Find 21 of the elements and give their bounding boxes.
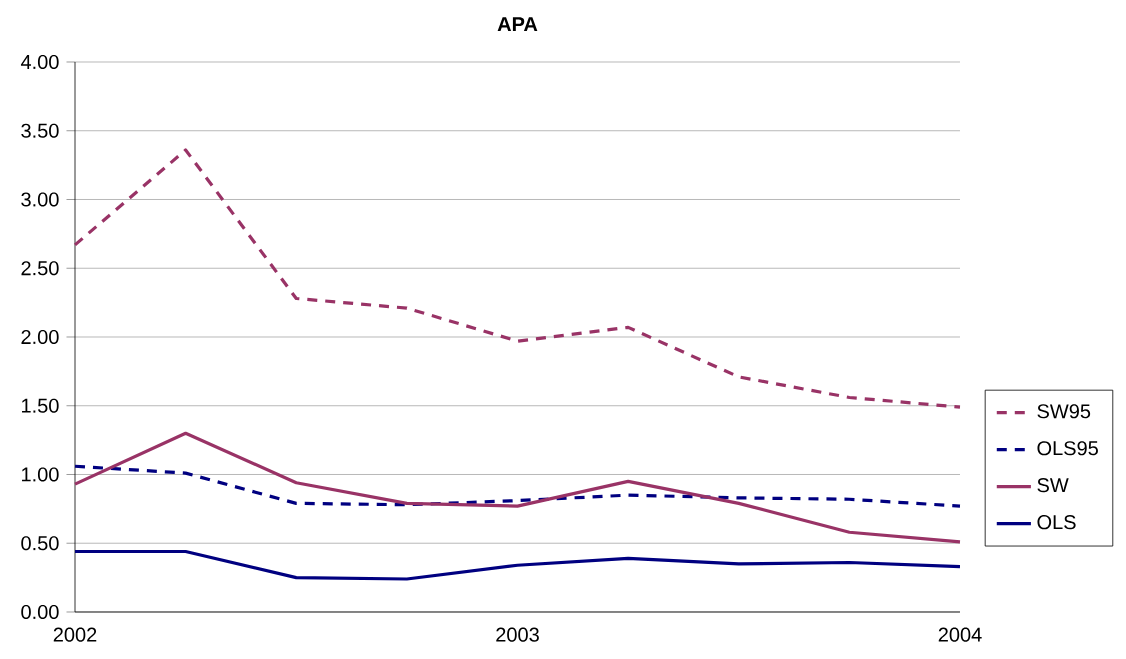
- legend-label: OLS: [1037, 515, 1076, 530]
- y-tick-label: 1.00: [22, 467, 59, 482]
- y-tick-label: 2.00: [21, 329, 59, 345]
- line-series: [73, 549, 962, 581]
- x-tick-label: 2002: [53, 627, 97, 642]
- x-tick-label: 2004: [938, 627, 982, 642]
- legend-label: SW95: [1037, 404, 1091, 419]
- y-tick-label: 3.00: [21, 192, 59, 207]
- y-tick-label: 1.50: [22, 398, 59, 413]
- y-tick-label: 0.50: [21, 536, 59, 551]
- line-series: [73, 148, 962, 409]
- y-tick-label: 2.50: [21, 261, 59, 276]
- legend-label: OLS95: [1037, 441, 1098, 456]
- y-tick-label: 0.00: [21, 604, 59, 620]
- line-series: [73, 431, 962, 544]
- x-tick-label: 2003: [496, 627, 539, 642]
- y-tick-label: 4.00: [20, 54, 59, 70]
- y-tick-label: 3.50: [21, 123, 59, 138]
- chart-title: APA: [497, 17, 538, 31]
- line-series: [73, 464, 962, 508]
- legend-label: SW: [1037, 478, 1069, 493]
